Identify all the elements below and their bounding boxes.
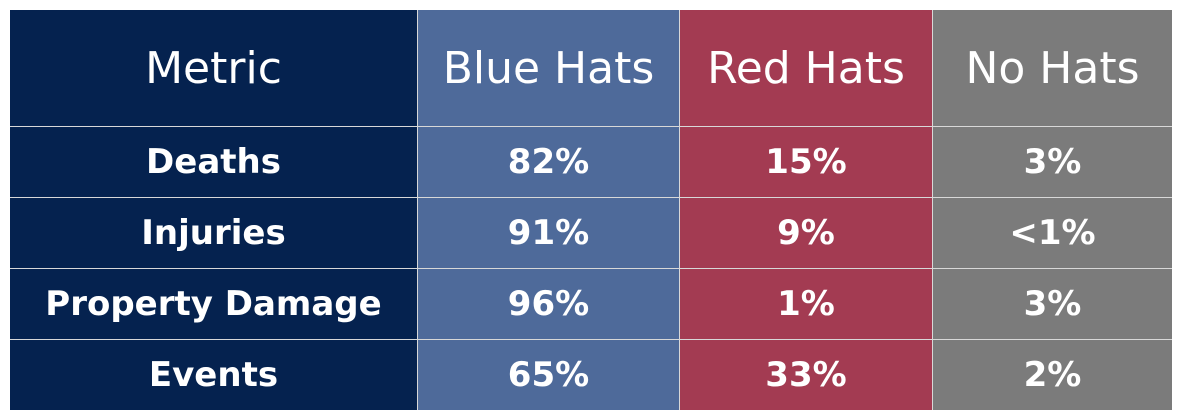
header-row: Metric Blue Hats Red Hats No Hats — [10, 10, 1172, 127]
table-cell: 3% — [932, 126, 1172, 199]
table-cell: 91% — [417, 197, 680, 270]
header-cell: Blue Hats — [417, 10, 680, 127]
table-cell: 1% — [679, 268, 933, 341]
table-row: Deaths 82% 15% 3% — [10, 126, 1172, 199]
table-row: Property Damage 96% 1% 3% — [10, 268, 1172, 341]
table-cell: 15% — [679, 126, 933, 199]
row-label: Deaths — [10, 126, 418, 199]
row-label: Events — [10, 339, 418, 410]
header-cell: Metric — [10, 10, 418, 127]
table-row: Events 65% 33% 2% — [10, 339, 1172, 410]
header-cell: No Hats — [932, 10, 1172, 127]
table-body: Deaths 82% 15% 3% Injuries 91% 9% <1% Property D… — [10, 126, 1172, 410]
table-cell: <1% — [932, 197, 1172, 270]
table-cell: 96% — [417, 268, 680, 341]
table-cell: 9% — [679, 197, 933, 270]
header-cell: Red Hats — [679, 10, 933, 127]
table-cell: 33% — [679, 339, 933, 410]
table-cell: 65% — [417, 339, 680, 410]
row-label: Injuries — [10, 197, 418, 270]
row-label: Property Damage — [10, 268, 418, 341]
table-cell: 82% — [417, 126, 680, 199]
table-cell: 2% — [932, 339, 1172, 410]
table-cell: 3% — [932, 268, 1172, 341]
table-row: Injuries 91% 9% <1% — [10, 197, 1172, 270]
results-table: Metric Blue Hats Red Hats No Hats Deaths 82%… — [10, 10, 1172, 410]
